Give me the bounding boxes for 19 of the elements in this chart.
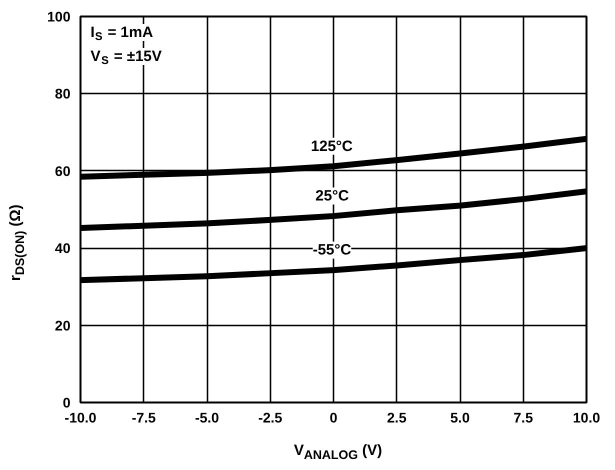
x-tick-label: 7.5 [514, 410, 534, 426]
y-tick-label: 100 [47, 8, 71, 24]
x-tick-label: -7.5 [132, 410, 156, 426]
x-tick-label: 10.0 [572, 410, 600, 426]
x-tick-label: -5.0 [194, 410, 220, 426]
x-tick-label: 5.0 [450, 410, 470, 426]
y-tick-label: 80 [54, 86, 71, 102]
x-axis-title: V$_{ANALOG}$ (V) [294, 441, 382, 464]
y-tick-label: 0 [62, 394, 71, 410]
x-tick-label: 0 [330, 410, 338, 426]
x-tick-label: 2.5 [387, 410, 407, 426]
series-label: -55°C [312, 242, 352, 259]
y-tick-label: 60 [54, 162, 71, 179]
series-label: 25°C [315, 188, 350, 205]
series-label: 125°C [310, 138, 353, 155]
y-tick-label: 40 [54, 240, 71, 256]
x-tick-label: -2.5 [258, 410, 283, 426]
x-tick-label: -10.0 [64, 410, 97, 426]
y-tick-label: 20 [54, 317, 71, 334]
